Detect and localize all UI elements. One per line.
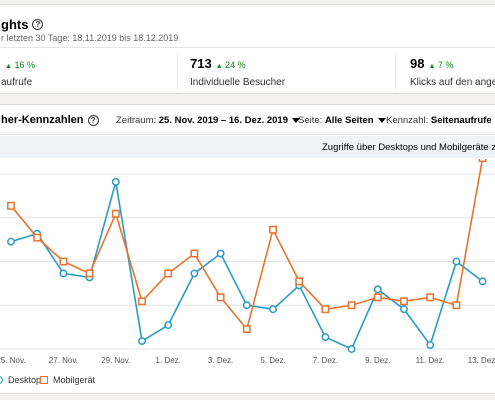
highlights-title-text: ghts (1, 17, 29, 32)
filter-label: Kennzahl: (386, 115, 429, 126)
highlights-title: ghts ? (1, 17, 44, 32)
data-point-desktop (347, 345, 356, 353)
x-tick-label: 3. Dez. (208, 356, 233, 365)
metric-label: Individuelle Besucher (190, 77, 286, 88)
line-chart: 25. Nov. 27. Nov. 29. Nov. 1. Dez. 3. Dez. 5.… (0, 159, 495, 365)
data-point-desktop (400, 305, 408, 314)
data-point-mobile (321, 305, 330, 314)
x-tick-label: 9. Dez. (365, 356, 390, 365)
series-line-desktop (10, 181, 484, 351)
kpi-toolbar: her-Kennzahlen ? Zeitraum: 25. Nov. 2019… (0, 105, 495, 135)
filter-value: Seitenaufrufe (430, 115, 492, 126)
help-icon[interactable]: ? (32, 19, 44, 30)
metric-unique-visitors[interactable]: 713 ▲ 24 % Individuelle Besucher (190, 55, 285, 88)
data-point-desktop (138, 337, 146, 345)
help-icon[interactable]: ? (87, 114, 99, 126)
data-point-mobile (452, 301, 461, 310)
x-tick-label: 29. Nov. (101, 356, 130, 365)
highlights-card: ghts ? r letzten 30 Tage: 18.11.2019 bis… (0, 4, 495, 94)
metric-label: aufrufe (1, 77, 33, 88)
x-tick-label: 1. Dez. (156, 356, 181, 365)
chart-banner: Zugriffe über Desktops und Mobilgeräte z… (0, 136, 495, 158)
metric-change-text: 24 % (225, 60, 246, 70)
filter-label: Seite: (298, 115, 323, 126)
highlights-subtitle: r letzten 30 Tage: 18.11.2019 bis 18.12.… (1, 33, 179, 43)
data-point-desktop (216, 249, 225, 258)
caret-down-icon (291, 117, 300, 123)
legend-mobile-marker (40, 376, 48, 384)
filter-value: 25. Nov. 2019 – 16. Dez. 2019 (158, 115, 288, 126)
metric-change: ▲ 7 % (428, 60, 453, 70)
metric-button-clicks[interactable]: 98▲ 7 % Klicks auf den angepa (410, 55, 495, 88)
data-point-desktop (478, 277, 487, 286)
metric-separator (395, 55, 396, 89)
data-point-mobile (216, 293, 225, 302)
data-point-mobile (478, 159, 487, 163)
kpi-card: her-Kennzahlen ? Zeitraum: 25. Nov. 2019… (0, 104, 495, 394)
data-point-mobile (426, 293, 435, 302)
legend-desktop[interactable]: Desktop (0, 375, 41, 385)
x-tick-label: 27. Nov. (49, 356, 78, 365)
data-point-mobile (347, 301, 356, 310)
data-point-mobile (269, 225, 277, 234)
data-point-desktop (190, 269, 199, 278)
divider (0, 47, 495, 48)
metric-dropdown[interactable]: Kennzahl: Seitenaufrufe (386, 115, 495, 126)
metric-change: ▲ 16 % (5, 60, 35, 70)
x-tick-label: 11. Dez. (416, 356, 445, 365)
x-tick-label: 7. Dez. (313, 356, 338, 365)
metric-page-views[interactable]: ▲ 16 % aufrufe (1, 55, 35, 88)
metric-separator (177, 55, 178, 89)
data-point-mobile (33, 233, 42, 242)
data-point-desktop (7, 237, 15, 246)
trend-up-icon: ▲ (215, 63, 223, 70)
data-point-desktop (321, 333, 330, 342)
date-range-dropdown[interactable]: Zeitraum: 25. Nov. 2019 – 16. Dez. 2019 (116, 115, 300, 126)
data-point-mobile (190, 249, 199, 258)
legend-mobile[interactable]: Mobilgerät (40, 375, 95, 385)
data-point-mobile (373, 293, 382, 302)
data-point-desktop (373, 285, 382, 294)
data-point-mobile (242, 325, 251, 334)
x-tick-label: 13. Dez. (468, 356, 495, 365)
data-point-mobile (138, 297, 146, 306)
trend-up-icon: ▲ (5, 63, 12, 70)
legend-desktop-label: Desktop (8, 375, 42, 385)
legend-mobile-label: Mobilgerät (53, 375, 96, 385)
data-point-mobile (7, 201, 15, 210)
legend-desktop-marker (0, 376, 3, 384)
metric-value: 98 (410, 56, 425, 71)
data-point-desktop (426, 341, 435, 349)
x-tick-label: 25. Nov. (0, 356, 26, 365)
data-point-desktop (164, 321, 173, 330)
chart-banner-text: Zugriffe über Desktops und Mobilgeräte z… (322, 142, 495, 153)
data-point-desktop (111, 178, 120, 186)
data-point-mobile (85, 269, 94, 278)
metric-value: 713 (190, 56, 212, 71)
metric-change-text: 7 % (437, 60, 454, 70)
caret-down-icon (377, 117, 386, 123)
x-tick-label: 5. Dez. (260, 356, 285, 365)
data-point-desktop (269, 305, 277, 314)
metric-change: ▲ 24 % (216, 60, 246, 70)
data-point-mobile (400, 297, 408, 306)
page-dropdown[interactable]: Seite: Alle Seiten (298, 115, 386, 126)
data-point-desktop (59, 269, 68, 278)
trend-up-icon: ▲ (428, 63, 436, 70)
data-point-mobile (295, 277, 304, 286)
filter-label: Zeitraum: (116, 115, 157, 126)
data-point-mobile (111, 209, 120, 218)
filter-value: Alle Seiten (324, 115, 374, 126)
data-point-desktop (242, 301, 251, 310)
metric-label: Klicks auf den angepa (410, 77, 495, 88)
data-point-mobile (164, 269, 173, 278)
metric-change-text: 16 % (14, 60, 35, 70)
data-point-mobile (59, 257, 68, 266)
data-point-desktop (452, 257, 461, 266)
kpi-title: her-Kennzahlen ? (1, 114, 99, 126)
kpi-title-text: her-Kennzahlen (1, 114, 84, 126)
